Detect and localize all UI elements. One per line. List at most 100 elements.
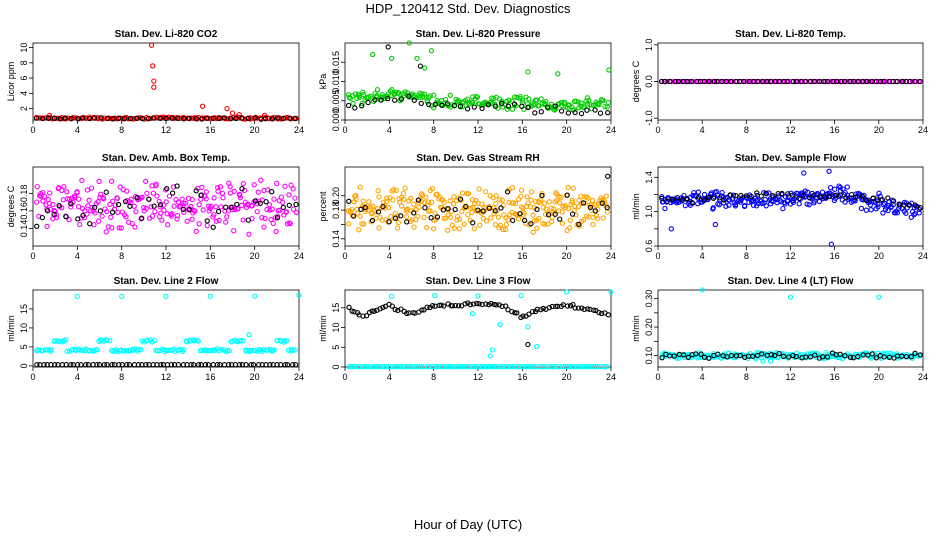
data-point	[180, 206, 186, 213]
data-point	[590, 221, 596, 228]
data-point	[152, 338, 158, 344]
data-point	[491, 210, 497, 217]
data-point	[220, 195, 226, 201]
x-tick-label: 12	[785, 125, 795, 135]
data-point	[828, 78, 834, 85]
data-point	[754, 197, 760, 203]
data-point	[576, 363, 582, 370]
data-point	[109, 225, 115, 231]
chart-title: Stan. Dev. Line 3 Flow	[426, 276, 531, 287]
data-point	[587, 204, 594, 211]
data-point	[282, 362, 288, 368]
data-point	[492, 103, 499, 109]
data-point	[427, 208, 433, 214]
data-point	[785, 191, 791, 197]
data-point	[470, 220, 476, 226]
series-secondary	[659, 78, 923, 85]
data-point	[269, 206, 275, 212]
x-tick-label: 0	[655, 372, 660, 382]
data-point	[181, 209, 187, 215]
data-point	[403, 214, 410, 220]
x-tick-label: 0	[342, 372, 347, 382]
x-tick-label: 8	[431, 125, 436, 135]
data-point	[723, 203, 729, 209]
data-point	[175, 115, 181, 122]
data-point	[50, 201, 56, 208]
data-point	[555, 303, 561, 309]
y-tick-label: 1.0	[644, 39, 654, 52]
data-point	[394, 91, 401, 97]
data-point	[375, 188, 381, 194]
x-tick-label: 20	[874, 251, 884, 261]
data-point	[296, 292, 302, 298]
data-point	[144, 337, 151, 343]
data-point	[380, 304, 386, 311]
data-point	[790, 78, 797, 85]
y-tick-label: 4	[19, 91, 29, 96]
data-point	[604, 204, 610, 211]
y-tick-label: 6	[19, 76, 29, 81]
data-point	[34, 223, 40, 229]
x-tick-label: 16	[830, 251, 840, 261]
data-point	[863, 207, 869, 213]
data-point	[149, 213, 156, 219]
data-point	[546, 304, 553, 311]
data-point	[381, 363, 387, 370]
data-point	[864, 78, 870, 85]
data-point	[203, 115, 210, 121]
x-tick-label: 24	[918, 125, 928, 135]
data-point	[909, 78, 916, 85]
x-tick-label: 4	[75, 372, 80, 382]
chart-title: Stan. Dev. Li-820 Temp.	[735, 29, 846, 40]
data-point	[395, 363, 401, 370]
data-point	[908, 214, 914, 220]
data-point	[368, 219, 374, 225]
x-tick-label: 0	[30, 251, 35, 261]
data-point	[78, 362, 84, 368]
data-point	[209, 115, 215, 122]
data-point	[280, 204, 286, 211]
data-point	[432, 210, 438, 216]
chart-title: Stan. Dev. Line 4 (LT) Flow	[728, 276, 854, 287]
data-point	[498, 363, 504, 370]
data-point	[548, 219, 555, 225]
data-point	[911, 211, 917, 218]
data-point	[375, 209, 382, 215]
data-point	[239, 115, 245, 121]
data-point	[207, 293, 213, 300]
data-point	[847, 354, 854, 360]
data-point	[366, 199, 372, 205]
data-point	[390, 187, 397, 193]
data-point	[94, 362, 100, 368]
data-point	[387, 363, 394, 370]
data-point	[850, 78, 857, 85]
data-point	[169, 211, 175, 217]
data-point	[743, 193, 749, 199]
data-point	[600, 363, 607, 370]
data-point	[117, 184, 123, 190]
x-tick-label: 12	[473, 251, 483, 261]
data-point	[804, 189, 811, 195]
data-point	[581, 103, 587, 109]
data-point	[235, 206, 241, 212]
data-point	[559, 220, 566, 227]
x-tick-label: 8	[431, 251, 436, 261]
data-point	[706, 355, 712, 361]
data-point	[411, 210, 417, 216]
data-point	[116, 115, 122, 121]
data-point	[86, 115, 92, 122]
data-point	[544, 104, 551, 110]
x-tick-label: 16	[205, 125, 215, 135]
data-point	[188, 362, 194, 368]
data-point	[520, 313, 526, 319]
data-point	[159, 217, 165, 223]
data-point	[234, 338, 241, 344]
data-point	[166, 193, 173, 199]
data-point	[61, 184, 67, 190]
data-point	[239, 202, 245, 209]
data-point	[224, 105, 230, 112]
data-point	[894, 210, 901, 216]
series-primary	[34, 292, 302, 355]
data-point	[852, 194, 859, 200]
data-point	[509, 308, 515, 315]
